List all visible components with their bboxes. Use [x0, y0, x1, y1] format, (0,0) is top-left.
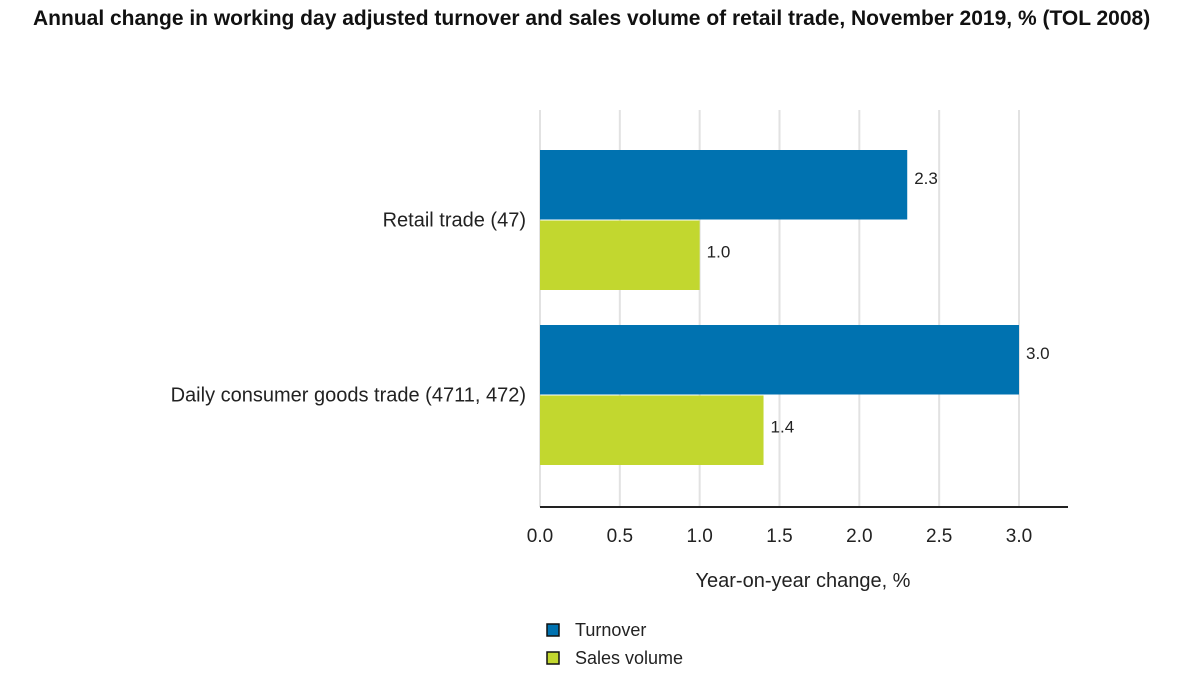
x-tick-labels: 0.0 0.5 1.0 1.5 2.0 2.5 3.0 [527, 526, 1032, 547]
legend-swatch [546, 651, 560, 665]
bar-turnover [540, 150, 908, 220]
bars: 2.3 1.0 3.0 1.4 [540, 150, 1050, 465]
category-labels: Retail trade (47) Daily consumer goods tr… [171, 210, 526, 407]
category-label: Daily consumer goods trade (4711, 472) [171, 385, 526, 407]
data-label: 3.0 [1026, 344, 1050, 363]
legend-swatch [546, 623, 560, 637]
legend-label: Turnover [575, 620, 646, 640]
x-tick-label: 1.5 [766, 526, 792, 547]
chart-title: Annual change in working day adjusted tu… [33, 7, 1151, 30]
bar-turnover [540, 325, 1019, 395]
data-label: 1.4 [771, 417, 795, 436]
x-tick-label: 2.5 [926, 526, 952, 547]
category-label: Retail trade (47) [383, 210, 526, 232]
x-axis-label: Year-on-year change, % [696, 570, 911, 592]
data-label: 1.0 [707, 242, 731, 261]
x-tick-label: 2.0 [846, 526, 872, 547]
data-label: 2.3 [914, 169, 938, 188]
x-tick-label: 3.0 [1006, 526, 1032, 547]
bar-sales-volume [540, 395, 764, 465]
legend-label: Sales volume [575, 648, 683, 668]
x-tick-label: 0.5 [607, 526, 633, 547]
x-tick-label: 0.0 [527, 526, 553, 547]
x-tick-label: 1.0 [686, 526, 712, 547]
legend: Turnover Sales volume [546, 620, 683, 668]
bar-sales-volume [540, 220, 700, 290]
